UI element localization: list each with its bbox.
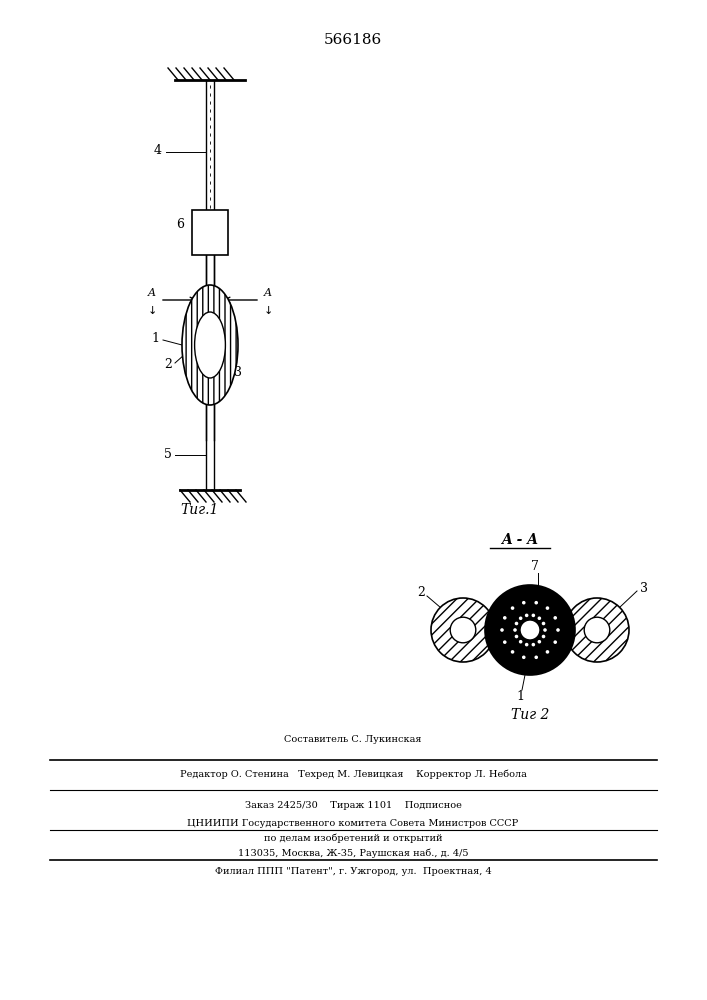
Text: ↓: ↓ bbox=[147, 306, 157, 316]
Circle shape bbox=[513, 628, 517, 632]
Text: A - A: A - A bbox=[501, 533, 539, 547]
Text: 5: 5 bbox=[164, 448, 172, 462]
Bar bbox=[192, 210, 228, 255]
Circle shape bbox=[534, 601, 538, 605]
Circle shape bbox=[546, 606, 549, 610]
Circle shape bbox=[450, 617, 476, 643]
Text: 566186: 566186 bbox=[324, 33, 382, 47]
Text: A: A bbox=[148, 288, 156, 298]
Circle shape bbox=[431, 598, 495, 662]
Text: 3: 3 bbox=[640, 582, 648, 594]
Text: ↓: ↓ bbox=[263, 306, 273, 316]
Circle shape bbox=[556, 628, 560, 632]
Text: A: A bbox=[264, 288, 272, 298]
Text: 113035, Москва, Ж-35, Раушская наб., д. 4/5: 113035, Москва, Ж-35, Раушская наб., д. … bbox=[238, 848, 468, 858]
Circle shape bbox=[565, 598, 629, 662]
Circle shape bbox=[537, 640, 541, 644]
Circle shape bbox=[520, 620, 540, 640]
Text: 2: 2 bbox=[164, 359, 172, 371]
Text: 1: 1 bbox=[516, 690, 524, 704]
Circle shape bbox=[485, 585, 575, 675]
Circle shape bbox=[522, 655, 525, 659]
Circle shape bbox=[515, 635, 518, 638]
Circle shape bbox=[532, 614, 535, 617]
Circle shape bbox=[525, 643, 528, 646]
Circle shape bbox=[534, 655, 538, 659]
Circle shape bbox=[519, 640, 522, 644]
Circle shape bbox=[542, 635, 545, 638]
Text: 2: 2 bbox=[417, 586, 425, 599]
Circle shape bbox=[525, 614, 528, 617]
Text: 6: 6 bbox=[176, 218, 184, 231]
Text: Филиал ППП "Патент", г. Ужгород, ул.  Проектная, 4: Филиал ППП "Патент", г. Ужгород, ул. Про… bbox=[215, 867, 491, 876]
Ellipse shape bbox=[182, 285, 238, 405]
Text: ЦНИИПИ Государственного комитета Совета Министров СССР: ЦНИИПИ Государственного комитета Совета … bbox=[187, 818, 519, 828]
Circle shape bbox=[532, 643, 535, 646]
Circle shape bbox=[522, 601, 525, 605]
Ellipse shape bbox=[194, 312, 226, 378]
Text: 1: 1 bbox=[151, 332, 159, 344]
Text: Составитель С. Лукинская: Составитель С. Лукинская bbox=[284, 736, 422, 744]
Circle shape bbox=[554, 616, 557, 620]
Text: 4: 4 bbox=[154, 143, 162, 156]
Circle shape bbox=[510, 650, 514, 654]
Circle shape bbox=[554, 640, 557, 644]
Text: Заказ 2425/30    Тираж 1101    Подписное: Заказ 2425/30 Тираж 1101 Подписное bbox=[245, 800, 462, 810]
Circle shape bbox=[537, 616, 541, 620]
Circle shape bbox=[503, 640, 507, 644]
Text: Редактор О. Стенина   Техред М. Левицкая    Корректор Л. Небола: Редактор О. Стенина Техред М. Левицкая К… bbox=[180, 769, 527, 779]
Text: Τиг 2: Τиг 2 bbox=[511, 708, 549, 722]
Text: Τиг.1: Τиг.1 bbox=[181, 503, 219, 517]
Circle shape bbox=[542, 622, 545, 625]
Circle shape bbox=[503, 616, 507, 620]
Circle shape bbox=[510, 606, 514, 610]
Text: 7: 7 bbox=[531, 560, 539, 574]
Text: 3: 3 bbox=[234, 365, 242, 378]
Text: по делам изобретений и открытий: по делам изобретений и открытий bbox=[264, 833, 443, 843]
Circle shape bbox=[515, 622, 518, 625]
Circle shape bbox=[584, 617, 610, 643]
Circle shape bbox=[546, 650, 549, 654]
Circle shape bbox=[543, 628, 547, 632]
Circle shape bbox=[519, 616, 522, 620]
Circle shape bbox=[500, 628, 504, 632]
